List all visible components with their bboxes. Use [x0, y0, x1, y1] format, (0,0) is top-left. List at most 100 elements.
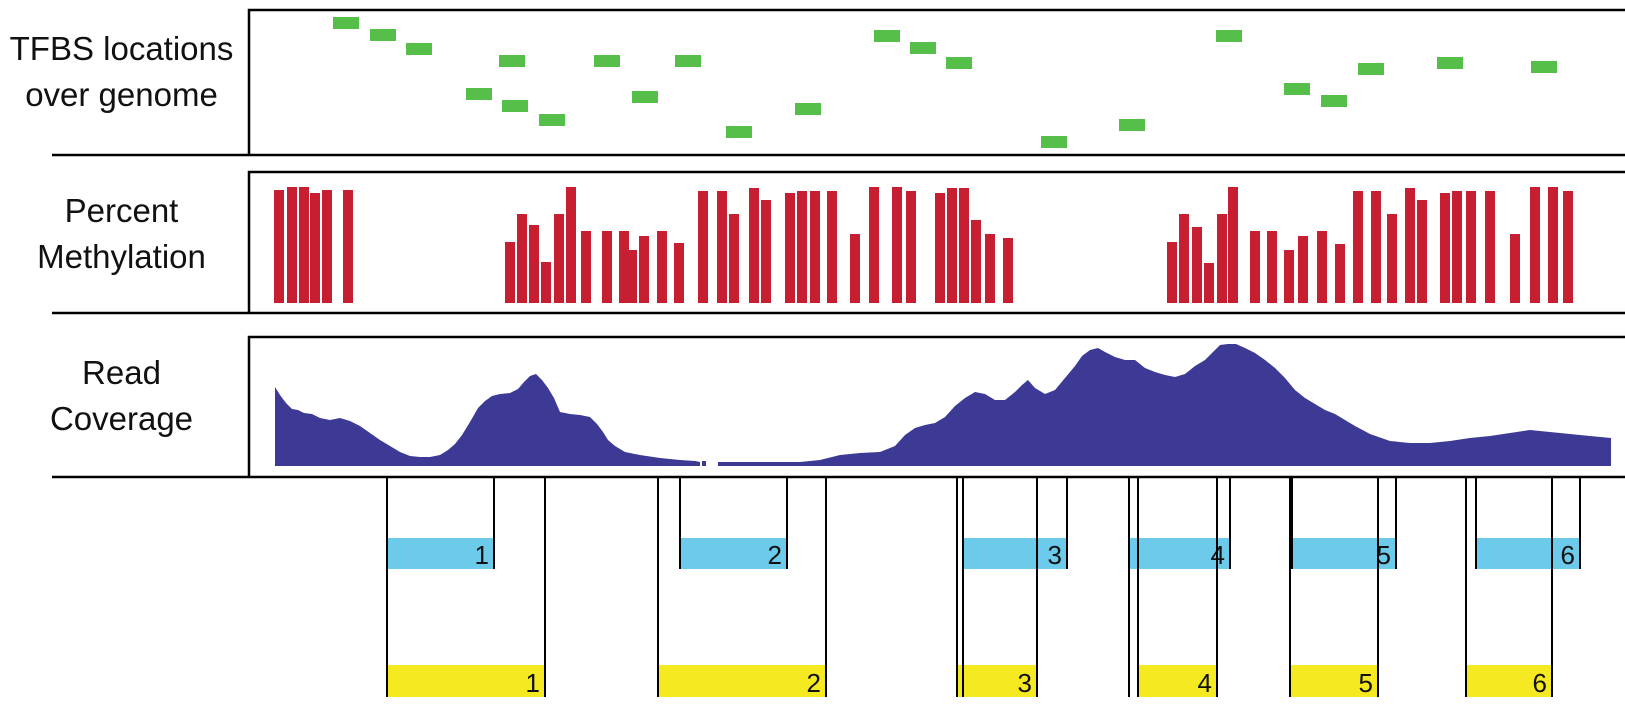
yellow-segment-label-2: 2	[807, 668, 821, 698]
tfbs-site-12	[795, 103, 821, 115]
tfbs-site-4	[466, 88, 492, 100]
methylation-bar-10	[541, 262, 551, 303]
yellow-segment-4	[1138, 665, 1217, 697]
yellow-segment-2	[658, 665, 826, 697]
methylation-bar-39	[1167, 242, 1177, 303]
methylation-bar-56	[1440, 193, 1450, 303]
methylation-bar-19	[674, 243, 684, 303]
tfbs-site-6	[502, 100, 528, 112]
methylation-frame	[247, 170, 1625, 313]
yellow-segment-label-6: 6	[1533, 668, 1547, 698]
methylation-track-label: Percent Methylation	[0, 188, 243, 280]
methylation-bar-15	[619, 231, 629, 303]
tfbs-site-14	[910, 42, 936, 54]
tfbs-site-18	[1216, 30, 1242, 42]
blue-segment-label-5: 5	[1377, 540, 1391, 570]
methylation-bar-5	[322, 190, 332, 303]
methylation-track	[274, 187, 1573, 303]
methylation-bar-31	[892, 187, 902, 303]
yellow-segment-label-4: 4	[1198, 668, 1212, 698]
methylation-bar-16	[627, 250, 637, 303]
methylation-bar-59	[1485, 191, 1495, 303]
blue-segment-6	[1476, 538, 1580, 569]
track-frames	[52, 8, 1625, 479]
methylation-bar-61	[1530, 187, 1540, 303]
coverage-label-line1: Read	[82, 354, 161, 391]
methylation-bar-50	[1335, 244, 1345, 303]
blue-segment-label-1: 1	[475, 540, 489, 570]
tfbs-site-2	[370, 29, 396, 41]
tfbs-site-5	[499, 55, 525, 67]
methylation-bar-23	[749, 188, 759, 303]
methylation-bar-1	[274, 190, 284, 303]
methylation-bar-62	[1548, 187, 1558, 303]
tfbs-label-line1: TFBS locations	[9, 30, 234, 67]
methylation-bar-57	[1452, 191, 1462, 303]
tfbs-site-20	[1321, 95, 1347, 107]
methylation-bar-12	[566, 187, 576, 303]
coverage-gap-tick	[702, 461, 706, 466]
yellow-segment-label-5: 5	[1359, 668, 1373, 698]
methylation-bar-4	[310, 193, 320, 303]
methylation-bar-29	[850, 234, 860, 303]
methylation-bar-60	[1510, 234, 1520, 303]
blue-segment-label-3: 3	[1048, 540, 1062, 570]
coverage-area-right	[718, 344, 1611, 466]
coverage-track	[275, 344, 1611, 466]
yellow-segment-label-3: 3	[1018, 668, 1032, 698]
tfbs-site-9	[632, 91, 658, 103]
methylation-bar-17	[639, 236, 649, 303]
methylation-bar-43	[1217, 214, 1227, 303]
methylation-bar-45	[1250, 231, 1260, 303]
tfbs-site-3	[406, 43, 432, 55]
methylation-bar-6	[343, 190, 353, 303]
methylation-bar-20	[698, 191, 708, 303]
tfbs-site-15	[946, 57, 972, 69]
methylation-bar-33	[935, 193, 945, 303]
methylation-bar-8	[517, 214, 527, 303]
yellow-segment-3	[957, 665, 1037, 697]
yellow-segment-label-1: 1	[526, 668, 540, 698]
coverage-track-label: Read Coverage	[0, 350, 243, 442]
tfbs-site-16	[1041, 136, 1067, 148]
methylation-bar-13	[581, 231, 591, 303]
tfbs-track	[333, 17, 1557, 148]
methylation-bar-26	[797, 191, 807, 303]
methylation-bar-47	[1284, 250, 1294, 303]
tfbs-label-line2: over genome	[25, 76, 218, 113]
methylation-label-line1: Percent	[64, 192, 179, 229]
methylation-bar-14	[602, 231, 612, 303]
tfbs-site-11	[726, 126, 752, 138]
methylation-bar-21	[717, 191, 727, 303]
tfbs-site-19	[1284, 83, 1310, 95]
methylation-bar-28	[827, 191, 837, 303]
yellow-segment-1	[387, 665, 545, 697]
segment-rows: 123456123456	[386, 478, 1581, 698]
tfbs-track-label: TFBS locations over genome	[0, 26, 243, 118]
methylation-bar-34	[947, 188, 957, 303]
methylation-bar-27	[810, 191, 820, 303]
yellow-segment-6	[1466, 665, 1552, 697]
methylation-bar-63	[1563, 191, 1573, 303]
methylation-bar-37	[985, 234, 995, 303]
tfbs-site-22	[1437, 57, 1463, 69]
blue-segment-1	[387, 538, 494, 569]
methylation-bar-24	[761, 200, 771, 303]
methylation-bar-58	[1466, 191, 1476, 303]
methylation-bar-42	[1204, 263, 1214, 303]
tfbs-site-23	[1531, 61, 1557, 73]
blue-segment-label-6: 6	[1561, 540, 1575, 570]
tfbs-site-10	[675, 55, 701, 67]
blue-segment-label-2: 2	[768, 540, 782, 570]
tfbs-site-13	[874, 30, 900, 42]
methylation-bar-7	[505, 242, 515, 303]
tfbs-site-7	[539, 114, 565, 126]
methylation-bar-18	[657, 231, 667, 303]
methylation-bar-46	[1267, 231, 1277, 303]
methylation-bar-52	[1371, 191, 1381, 303]
blue-segment-2	[680, 538, 787, 569]
yellow-segment-5	[1290, 665, 1378, 697]
methylation-bar-44	[1228, 187, 1238, 303]
methylation-bar-53	[1387, 214, 1397, 303]
